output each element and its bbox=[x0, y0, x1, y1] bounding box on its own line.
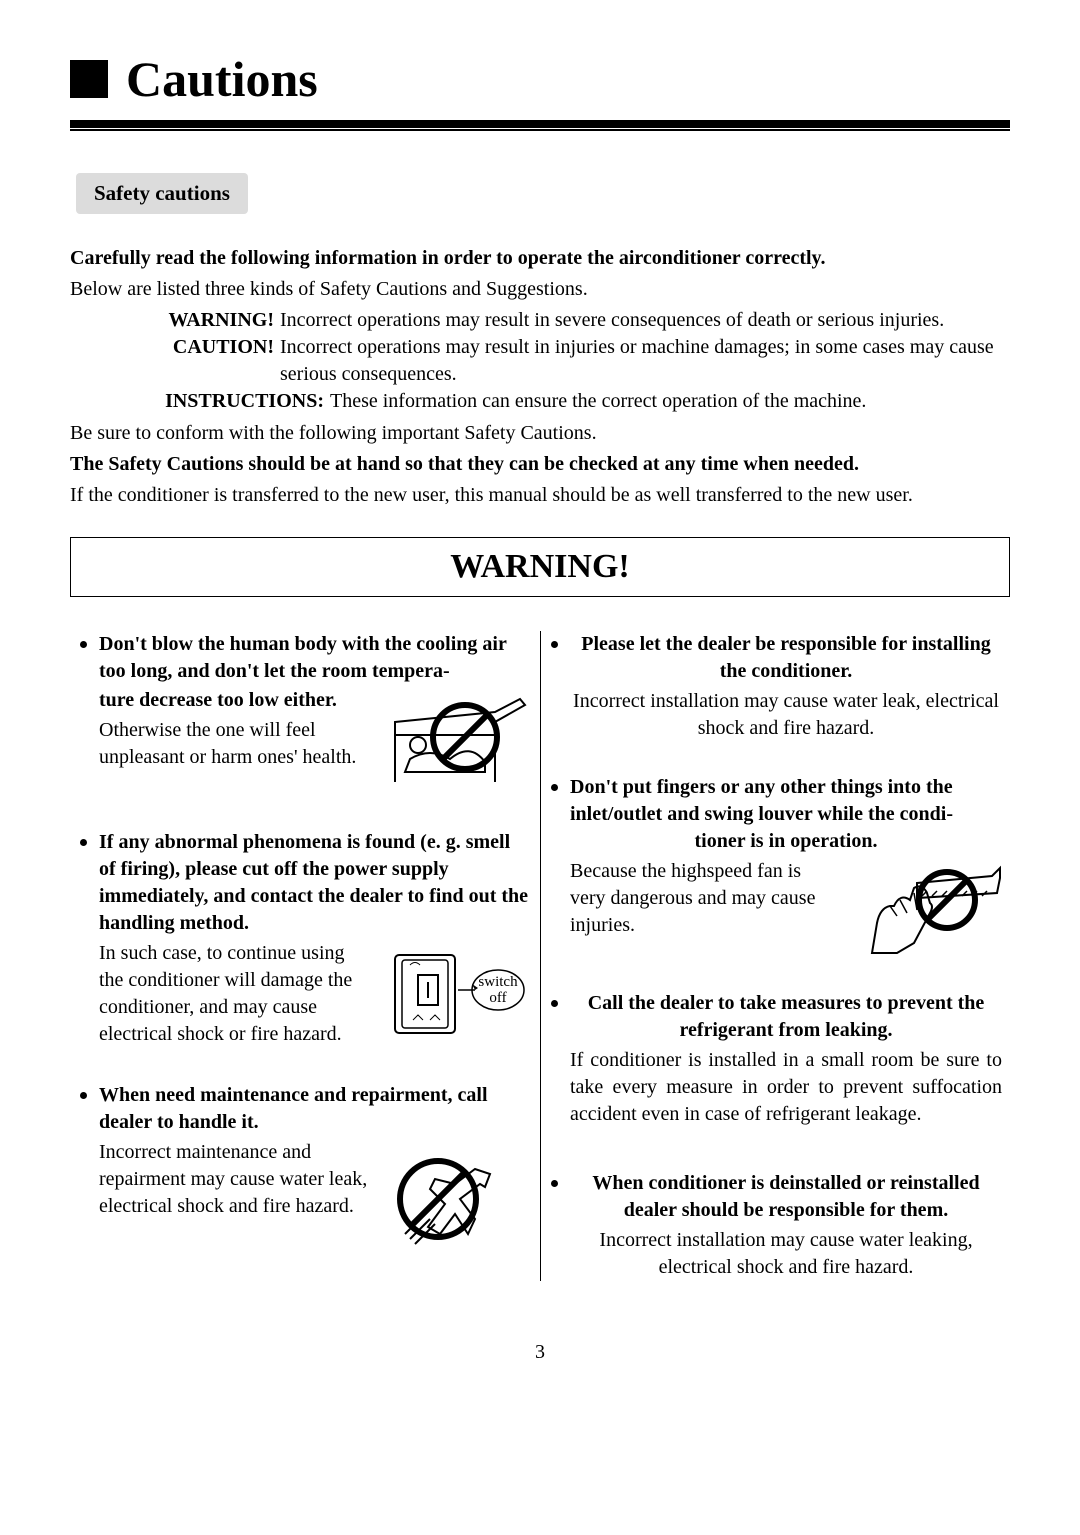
sleeping-person-prohibit-icon bbox=[380, 687, 530, 797]
bullet-icon bbox=[80, 1092, 87, 1099]
right-item-3-title: Call the dealer to take measures to prev… bbox=[570, 990, 1002, 1044]
header-bullet-square bbox=[70, 60, 108, 98]
def-warning-text: Incorrect operations may result in sever… bbox=[280, 307, 1010, 334]
warning-columns: Don't blow the human body with the cooli… bbox=[70, 631, 1010, 1281]
intro-transfer: If the conditioner is transferred to the… bbox=[70, 481, 1010, 509]
right-item-2-body: Because the highspeed fan is very danger… bbox=[570, 858, 840, 958]
page-header: Cautions bbox=[70, 50, 1010, 108]
page-title: Cautions bbox=[126, 50, 318, 108]
intro-subhead: Below are listed three kinds of Safety C… bbox=[70, 275, 1010, 303]
def-caution-label: CAUTION! bbox=[70, 334, 280, 361]
def-warning-label: WARNING! bbox=[70, 307, 280, 334]
right-item-3-body: If conditioner is installed in a small r… bbox=[551, 1047, 1002, 1128]
def-instructions-text: These information can ensure the correct… bbox=[330, 388, 1010, 415]
left-item-3-body: Incorrect maintenance and repairment may… bbox=[99, 1139, 368, 1269]
def-warning: WARNING! Incorrect operations may result… bbox=[70, 307, 1010, 334]
left-item-1-title: Don't blow the human body with the cooli… bbox=[99, 631, 530, 685]
right-item-3: Call the dealer to take measures to prev… bbox=[551, 990, 1002, 1128]
left-item-2: If any abnormal phenomena is found (e. g… bbox=[80, 829, 530, 1050]
def-caution-text: Incorrect operations may result in injur… bbox=[280, 334, 1010, 388]
page-number: 3 bbox=[70, 1341, 1010, 1364]
left-item-3: When need maintenance and repairment, ca… bbox=[80, 1082, 530, 1269]
right-item-1-body: Incorrect installation may cause water l… bbox=[551, 688, 1002, 742]
intro-athand: The Safety Cautions should be at hand so… bbox=[70, 450, 1010, 478]
bullet-icon bbox=[551, 641, 558, 648]
right-item-4: When conditioner is deinstalled or reins… bbox=[551, 1170, 1002, 1281]
right-item-1-title: Please let the dealer be responsible for… bbox=[570, 631, 1002, 685]
intro-section: Carefully read the following information… bbox=[70, 244, 1010, 509]
def-instructions-label: INSTRUCTIONS: bbox=[70, 388, 330, 415]
right-item-2: Don't put fingers or any other things in… bbox=[551, 774, 1002, 958]
hand-unit-prohibit-icon bbox=[852, 858, 1002, 958]
bullet-icon bbox=[80, 839, 87, 846]
warning-banner-text: WARNING! bbox=[71, 548, 1009, 586]
warning-banner: WARNING! bbox=[70, 537, 1010, 597]
left-column: Don't blow the human body with the cooli… bbox=[70, 631, 540, 1281]
switch-label-2: off bbox=[489, 990, 506, 1006]
bullet-icon bbox=[551, 1000, 558, 1007]
tools-prohibit-icon bbox=[380, 1139, 530, 1269]
right-item-2-title: Don't put fingers or any other things in… bbox=[570, 774, 1002, 828]
def-caution: CAUTION! Incorrect operations may result… bbox=[70, 334, 1010, 388]
def-instructions: INSTRUCTIONS: These information can ensu… bbox=[70, 388, 1010, 415]
right-item-4-body: Incorrect installation may cause water l… bbox=[551, 1227, 1002, 1281]
safety-cautions-badge: Safety cautions bbox=[76, 173, 248, 214]
left-item-1-body: Otherwise the one will feel unpleasant o… bbox=[99, 717, 368, 771]
left-item-3-title: When need maintenance and repairment, ca… bbox=[99, 1082, 530, 1136]
left-item-1: Don't blow the human body with the cooli… bbox=[80, 631, 530, 797]
header-rule-thick bbox=[70, 120, 1010, 128]
right-item-1: Please let the dealer be responsible for… bbox=[551, 631, 1002, 742]
bullet-icon bbox=[80, 641, 87, 648]
left-item-1-title-cont: ture decrease too low either. bbox=[99, 687, 368, 714]
intro-lead: Carefully read the following information… bbox=[70, 244, 1010, 272]
switch-label-1: switch bbox=[478, 974, 518, 990]
intro-conform: Be sure to conform with the following im… bbox=[70, 419, 1010, 447]
bullet-icon bbox=[551, 784, 558, 791]
header-rule-thin bbox=[70, 129, 1010, 131]
bullet-icon bbox=[551, 1180, 558, 1187]
switch-off-icon: switch off bbox=[380, 940, 530, 1050]
right-item-4-title: When conditioner is deinstalled or reins… bbox=[570, 1170, 1002, 1224]
right-item-2-title-cont: tioner is in operation. bbox=[551, 828, 1002, 855]
right-column: Please let the dealer be responsible for… bbox=[540, 631, 1010, 1281]
definitions-table: WARNING! Incorrect operations may result… bbox=[70, 307, 1010, 415]
left-item-2-body: In such case, to continue using the cond… bbox=[99, 940, 368, 1050]
left-item-2-title: If any abnormal phenomena is found (e. g… bbox=[99, 829, 530, 937]
